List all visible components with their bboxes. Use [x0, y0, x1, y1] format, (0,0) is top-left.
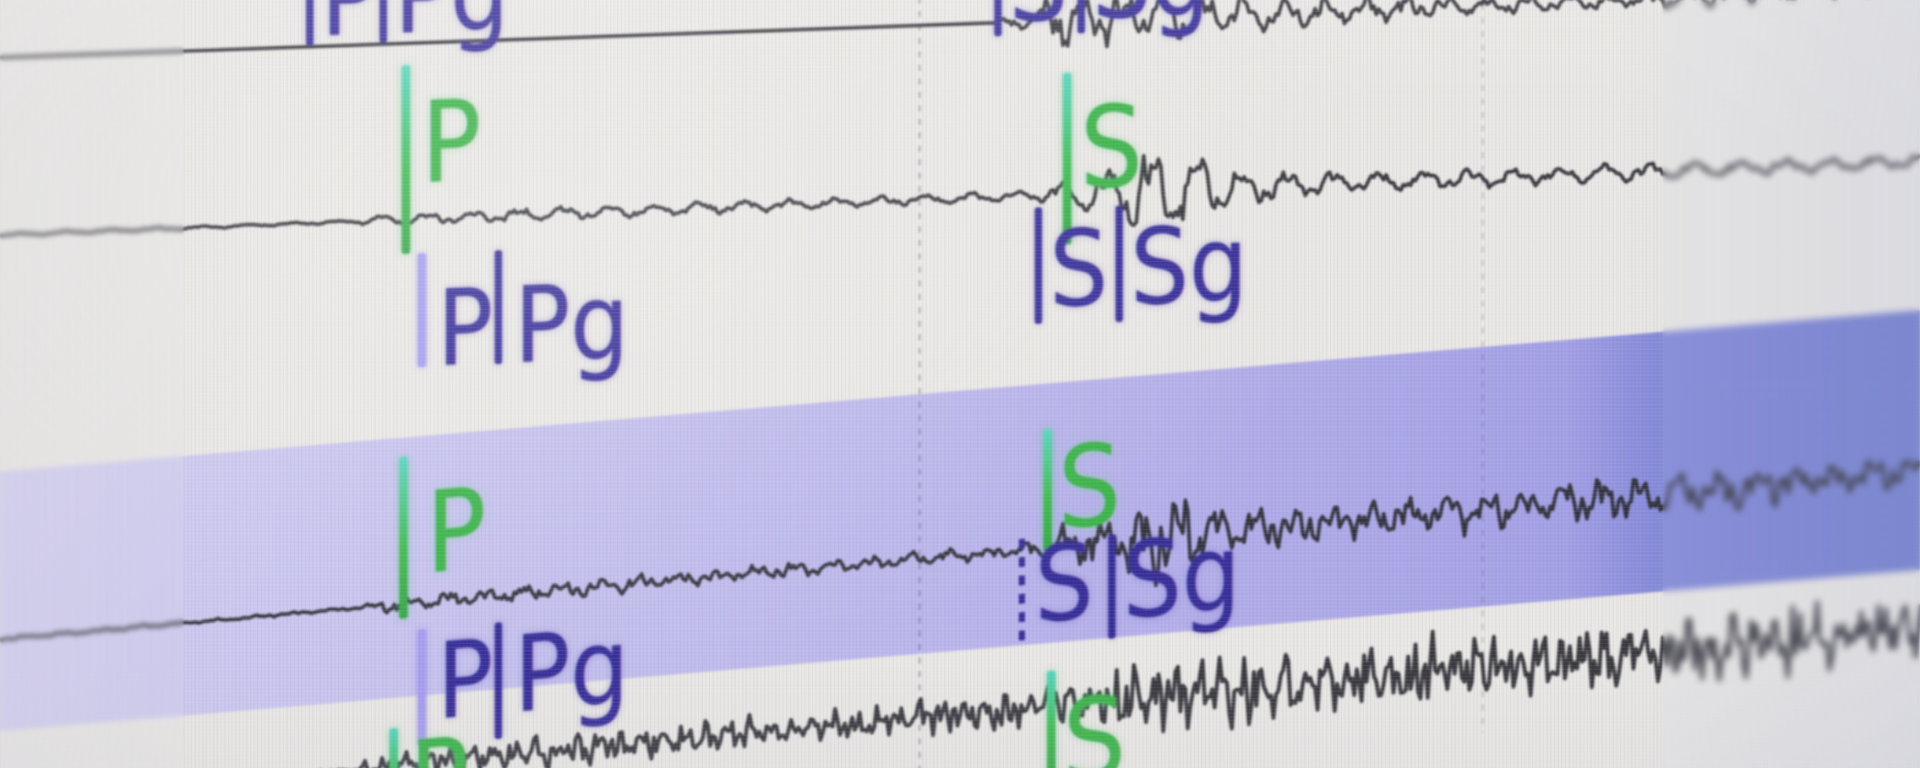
- pick-marker-p-auto[interactable]: [389, 727, 398, 768]
- pick-marker-s-auto[interactable]: [1046, 670, 1056, 768]
- seismogram-trace[interactable]: [0, 2, 1920, 394]
- pick-label-s-auto: S: [1062, 671, 1126, 768]
- seismogram-trace[interactable]: [0, 312, 1920, 768]
- pick-label-p-auto: P: [409, 713, 469, 768]
- seismogram-trace[interactable]: [0, 468, 1920, 768]
- seismogram-trace[interactable]: [0, 0, 1920, 217]
